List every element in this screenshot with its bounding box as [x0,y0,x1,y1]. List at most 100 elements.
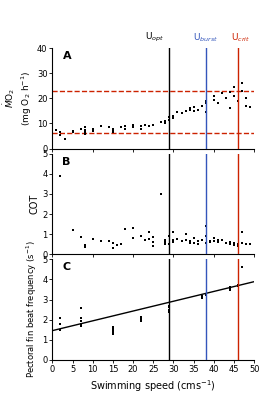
Point [188,240,192,246]
Point [167,304,172,310]
Point [119,124,123,130]
Point [204,100,208,106]
Point [232,84,236,90]
Point [167,233,172,240]
Point [228,283,232,290]
Point [236,241,240,248]
Point [171,239,176,246]
Point [111,125,115,132]
Point [188,238,192,244]
Point [163,239,167,246]
Point [143,122,147,128]
Point [147,229,151,235]
Point [111,329,115,335]
Point [212,238,216,244]
Point [79,304,83,311]
Point [167,114,172,120]
Text: C: C [63,262,71,272]
Point [240,229,244,235]
Point [167,306,172,313]
Point [79,125,83,132]
Point [147,123,151,129]
Point [58,320,63,327]
Point [83,126,87,133]
Point [139,233,143,240]
Point [147,236,151,242]
Point [244,95,248,102]
Point [167,116,172,123]
Point [151,243,155,250]
Point [79,320,83,327]
Point [236,281,240,288]
Point [183,231,188,237]
Point [204,223,208,229]
Point [91,125,95,132]
Point [79,318,83,324]
Y-axis label: COT: COT [29,194,39,214]
Point [204,291,208,298]
Point [139,125,143,132]
Point [115,242,119,248]
Point [204,233,208,240]
Point [79,234,83,240]
Point [228,89,232,95]
Point [91,236,95,242]
Point [192,235,196,242]
Point [228,286,232,293]
Point [192,104,196,110]
Point [58,327,63,333]
Point [58,314,63,321]
Point [139,318,143,324]
Point [123,125,127,132]
Point [167,302,172,309]
Point [216,100,220,106]
Point [111,331,115,337]
Point [208,239,212,246]
X-axis label: Swimming speed (cms$^{-1}$): Swimming speed (cms$^{-1}$) [90,378,216,394]
Point [151,239,155,246]
Point [195,238,200,244]
Point [248,241,252,248]
Point [248,104,252,110]
Point [232,242,236,248]
Point [159,191,163,197]
Point [131,235,135,242]
Point [220,90,224,96]
Point [195,106,200,113]
Point [79,314,83,321]
Point [212,235,216,242]
Point [83,130,87,137]
Text: U$_{crit}$: U$_{crit}$ [231,32,250,44]
Point [163,241,167,248]
Point [83,244,87,250]
Point [131,122,135,128]
Point [200,292,204,299]
Point [171,237,176,244]
Point [58,173,63,179]
Point [111,326,115,332]
Point [111,327,115,333]
Point [163,118,167,124]
Point [119,241,123,248]
Point [58,132,63,138]
Point [224,95,228,102]
Point [171,113,176,119]
Point [204,240,208,246]
Point [228,285,232,292]
Point [200,237,204,244]
Point [131,225,135,231]
Point [244,241,248,248]
Point [123,226,127,232]
Point [111,245,115,252]
Point [167,241,172,248]
Point [111,126,115,133]
Point [107,238,111,244]
Point [200,103,204,109]
Point [163,120,167,127]
Point [139,123,143,129]
Point [228,105,232,112]
Point [216,237,220,244]
Point [240,88,244,94]
Point [151,122,155,128]
Point [171,115,176,122]
